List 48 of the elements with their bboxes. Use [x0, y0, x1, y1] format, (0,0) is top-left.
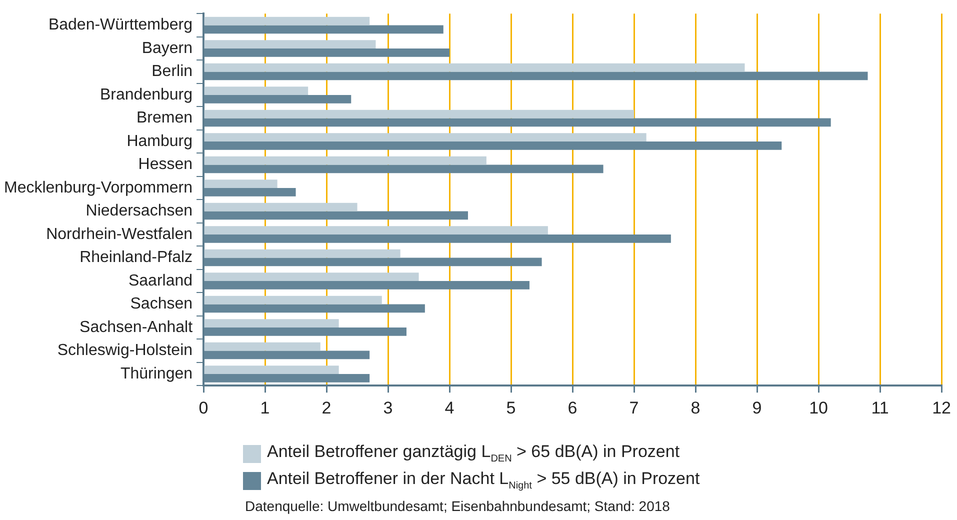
x-tick-label: 9	[752, 398, 762, 418]
x-tick-label: 12	[932, 398, 952, 418]
y-tick-label: Rheinland-Pfalz	[80, 249, 193, 266]
y-tick-label: Niedersachsen	[86, 202, 193, 220]
legend-label: Anteil Betroffener in der Nacht L$_{Night}$ > 55 dB(A) in Prozent	[267, 469, 700, 492]
y-tick-label: Hessen	[138, 156, 193, 174]
y-tick-label: Baden-Württemberg	[48, 16, 193, 34]
bar	[204, 226, 548, 234]
y-tick-label: Sachsen-Anhalt	[80, 318, 194, 336]
bar	[204, 16, 370, 26]
bar	[204, 40, 376, 48]
bar	[204, 319, 339, 328]
bar	[204, 180, 278, 188]
y-tick-label: Nordrhein-Westfalen	[46, 226, 193, 243]
bar	[204, 133, 646, 142]
y-tick-label: Brandenburg	[100, 86, 193, 104]
x-tick-label: 10	[809, 398, 828, 418]
bar	[204, 202, 358, 212]
bar	[204, 272, 419, 281]
text: Datenquelle: Umweltbundesamt; Eisenbahnbundesamt; Stand: 2018	[245, 498, 670, 514]
x-tick-label: 6	[568, 398, 578, 418]
y-tick-label: Bayern	[142, 40, 193, 57]
bar	[204, 110, 634, 118]
bar	[204, 342, 320, 351]
bar	[204, 366, 339, 374]
x-tick-label: 7	[629, 398, 639, 418]
x-tick-label: 5	[506, 398, 516, 418]
x-tick-label: 4	[444, 398, 454, 418]
y-tick-label: Saarland	[128, 272, 193, 290]
y-tick-label: Sachsen	[130, 296, 193, 313]
bar	[204, 156, 486, 165]
x-tick-label: 0	[198, 398, 208, 418]
y-tick-label: Mecklenburg-Vorpommern	[4, 179, 193, 196]
bar	[204, 86, 308, 95]
bar	[204, 296, 382, 304]
x-tick-label: 8	[690, 398, 700, 418]
y-tick-label: Berlin	[152, 63, 193, 80]
legend-label: Anteil Betroffener ganztägig L$_{DEN}$ > 65 dB(A) in Prozent	[267, 442, 680, 465]
y-tick-label: Schleswig-Holstein	[57, 342, 193, 360]
y-tick-label: Hamburg	[126, 132, 193, 150]
y-tick-label: Bremen	[136, 110, 193, 127]
y-tick-label: Thüringen	[120, 365, 193, 382]
x-tick-label: 11	[871, 398, 889, 418]
x-tick-label: 3	[383, 398, 393, 418]
x-tick-label: 1	[260, 398, 270, 418]
bar	[204, 249, 400, 258]
bar	[204, 63, 745, 72]
x-tick-label: 2	[322, 398, 332, 418]
